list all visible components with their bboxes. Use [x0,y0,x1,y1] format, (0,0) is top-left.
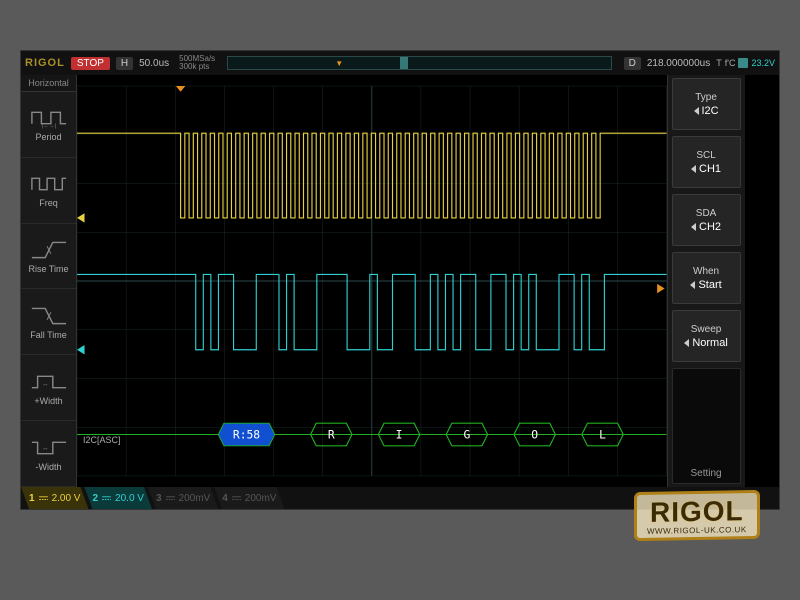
measure-label: +Width [34,396,62,406]
channel-number: 2 [92,493,98,504]
channel-number: 4 [222,493,228,504]
softkey-value: CH2 [691,221,721,233]
measure-falltime[interactable]: Fall Time [21,289,76,355]
trigger-pos-marker-icon: ▼ [335,59,343,68]
waveform-display[interactable]: R:58 R I G O L I2C[ASC] [77,75,667,487]
channel-number: 1 [29,493,35,504]
decode-frame-text: G [463,428,470,441]
trigger-time-marker-icon [176,86,185,92]
measure-width[interactable]: ↔ +Width [21,355,76,421]
channel-scale: 20.0 V [115,493,144,504]
coupling-dc-icon [166,495,175,502]
coupling-dc-icon [39,495,48,502]
trigger-level-marker-icon [657,284,665,293]
softkey-title: When [693,266,719,277]
measure-period[interactable]: |←→| Period [21,92,76,158]
softkey-title: SDA [696,208,717,219]
channel-scale: 2.00 V [52,493,81,504]
measure-label: Fall Time [30,330,67,340]
svg-text:↔: ↔ [41,444,48,451]
right-panel-header: Trigger [745,75,779,487]
measure-freq[interactable]: Freq [21,158,76,224]
oscilloscope-screen: RIGOL STOP H 50.0us 500MSa/s 300k pts ▼ … [20,50,780,510]
softkey-value: CH1 [691,163,721,175]
svg-text:|←→|: |←→| [41,124,55,130]
channel-scale: 200mV [179,493,211,504]
delay-badge: D [624,57,641,70]
h-mode-badge: H [116,57,133,70]
measure-label: -Width [35,462,61,472]
channel-number: 3 [156,493,162,504]
decode-frame-text: R [328,428,335,441]
memory-timeline[interactable]: ▼ [227,56,611,70]
decode-bus-label: I2C[ASC] [83,435,121,445]
chevron-left-icon [684,339,689,347]
decode-frame-text: L [599,428,606,441]
watermark-url: WWW.RIGOL-UK.CO.UK [647,525,747,536]
left-panel-header: Horizontal [21,75,76,92]
measure-label: Rise Time [28,264,68,274]
softkey-value: Start [690,279,721,291]
chevron-left-icon [691,165,696,173]
run-status[interactable]: STOP [71,57,110,70]
timebase-value: 50.0us [139,58,169,69]
brand-logo: RIGOL [25,57,65,69]
channel-3-slot[interactable]: 3 200mV [148,487,218,509]
softkey-setting[interactable]: Setting [672,368,741,484]
usb-icon [738,58,748,68]
trigger-coupling: f'C [725,58,736,68]
trigger-level: 23.2V [751,58,775,68]
softkey-title: Sweep [691,324,722,335]
softkey-value: I2C [694,105,719,117]
channel-2-slot[interactable]: 2 20.0 V [84,487,151,509]
left-measure-panel: Horizontal |←→| Period Freq Rise Time Fall T… [21,75,77,487]
measure-width[interactable]: ↔ -Width [21,421,76,487]
right-softkey-panel: TypeI2CSCLCH1SDACH2WhenStartSweepNormalS… [667,75,745,487]
watermark-brand: RIGOL [647,497,747,527]
ch1-waveform [77,133,667,218]
decode-frame-text: O [531,428,538,441]
delay-value: 218.000000us [647,58,710,69]
measure-label: Period [35,132,61,142]
softkey-value: Normal [684,337,727,349]
coupling-dc-icon [232,495,241,502]
svg-text:↔: ↔ [41,381,48,388]
view-window-marker [400,57,408,69]
channel-4-slot[interactable]: 4 200mV [214,487,284,509]
channel-scale: 200mV [245,493,277,504]
chevron-left-icon [690,281,695,289]
softkey-title: Type [695,92,717,103]
softkey-sda[interactable]: SDA CH2 [672,194,741,246]
softkey-title: SCL [696,150,715,161]
ch2-gnd-marker-icon [77,345,85,354]
softkey-sweep[interactable]: Sweep Normal [672,310,741,362]
watermark: RIGOL WWW.RIGOL-UK.CO.UK [634,490,760,541]
softkey-when[interactable]: When Start [672,252,741,304]
trigger-t-label: T [716,58,722,68]
softkey-scl[interactable]: SCL CH1 [672,136,741,188]
trigger-summary: T f'C 23.2V [716,58,775,68]
measure-label: Freq [39,198,58,208]
sample-info: 500MSa/s 300k pts [179,55,215,71]
ch1-gnd-marker-icon [77,213,85,222]
measure-risetime[interactable]: Rise Time [21,224,76,290]
decode-frame-text: I [396,428,403,441]
channel-1-slot[interactable]: 1 2.00 V [21,487,88,509]
top-bar: RIGOL STOP H 50.0us 500MSa/s 300k pts ▼ … [21,51,779,75]
softkey-type[interactable]: Type I2C [672,78,741,130]
coupling-dc-icon [102,495,111,502]
decode-frame-text: R:58 [233,428,260,441]
chevron-left-icon [694,107,699,115]
sample-pts: 300k pts [179,63,215,71]
chevron-left-icon [691,223,696,231]
